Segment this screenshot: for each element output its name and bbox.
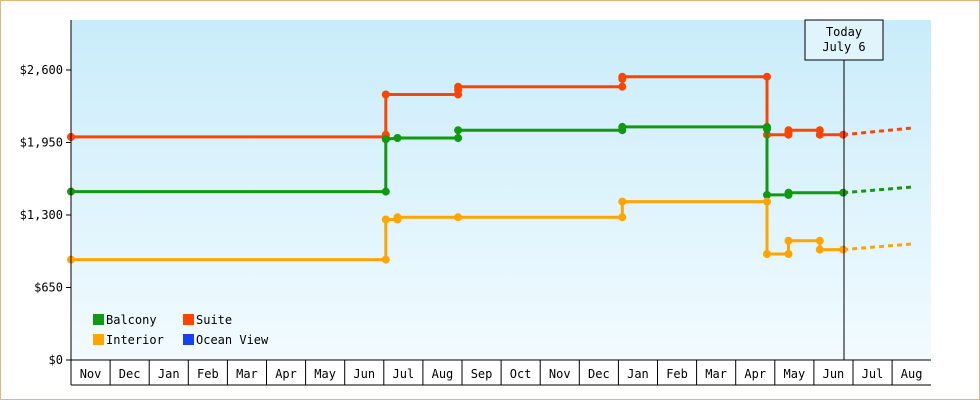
today-label: July 6 bbox=[822, 40, 865, 54]
x-tick-label: Oct bbox=[510, 367, 532, 381]
y-tick-label: $1,300 bbox=[20, 208, 63, 222]
x-tick-label: May bbox=[314, 367, 336, 381]
y-tick-label: $650 bbox=[34, 281, 63, 295]
x-tick-label: Feb bbox=[666, 367, 688, 381]
x-tick-label: Sep bbox=[471, 367, 493, 381]
data-point-suite bbox=[454, 82, 463, 91]
legend-label-balcony: Balcony bbox=[106, 313, 157, 327]
x-tick-label: May bbox=[784, 367, 806, 381]
today-box bbox=[804, 19, 884, 61]
data-point-interior bbox=[784, 236, 793, 245]
legend-label-interior: Interior bbox=[106, 333, 164, 347]
data-point-balcony bbox=[393, 134, 402, 142]
data-point-balcony bbox=[454, 134, 463, 142]
forecast-line-balcony bbox=[843, 185, 912, 195]
data-point-interior bbox=[815, 236, 824, 245]
data-point-interior bbox=[381, 255, 390, 264]
legend-swatch-interior bbox=[93, 334, 104, 345]
x-tick-label: Jan bbox=[627, 367, 649, 381]
today-label: Today bbox=[826, 25, 862, 39]
data-point-interior bbox=[618, 197, 627, 206]
plot-area bbox=[71, 20, 931, 360]
x-tick-label: Dec bbox=[588, 367, 610, 381]
x-tick-label: Dec bbox=[119, 367, 141, 381]
legend-swatch-suite bbox=[183, 314, 194, 325]
legend-swatch-balcony bbox=[93, 314, 104, 325]
data-point-balcony bbox=[784, 188, 793, 197]
legend-swatch-ocean-view bbox=[183, 334, 194, 345]
data-point-interior bbox=[784, 250, 793, 258]
data-point-interior bbox=[393, 213, 402, 222]
x-tick-label: Jun bbox=[823, 367, 845, 381]
x-tick-label: Mar bbox=[236, 367, 258, 381]
y-tick-label: $0 bbox=[49, 353, 63, 367]
data-point-balcony bbox=[839, 188, 848, 197]
x-tick-label: Mar bbox=[705, 367, 727, 381]
data-point-interior bbox=[618, 213, 627, 222]
x-tick-label: Feb bbox=[197, 367, 219, 381]
data-point-suite bbox=[381, 90, 390, 99]
data-point-interior bbox=[763, 197, 771, 206]
x-tick-label: Jun bbox=[353, 367, 375, 381]
data-point-suite bbox=[784, 126, 793, 135]
data-point-interior bbox=[763, 250, 771, 258]
x-tick-label: Nov bbox=[549, 367, 571, 381]
x-tick-label: Apr bbox=[744, 367, 766, 381]
data-point-suite bbox=[618, 82, 627, 91]
x-tick-label: Jan bbox=[158, 367, 180, 381]
legend-label-ocean-view: Ocean View bbox=[196, 333, 269, 347]
x-tick-label: Aug bbox=[901, 367, 923, 381]
x-tick-label: Jul bbox=[862, 367, 884, 381]
data-point-balcony bbox=[763, 190, 771, 199]
data-point-interior bbox=[454, 213, 463, 222]
data-point-balcony bbox=[454, 126, 463, 135]
x-tick-label: Aug bbox=[432, 367, 454, 381]
data-point-balcony bbox=[381, 135, 390, 144]
data-point-interior bbox=[839, 245, 848, 254]
data-point-interior bbox=[815, 245, 824, 254]
x-tick-label: Jul bbox=[393, 367, 415, 381]
legend-label-suite: Suite bbox=[196, 313, 232, 327]
data-point-balcony bbox=[763, 125, 771, 134]
y-tick-label: $1,950 bbox=[20, 136, 63, 150]
data-point-balcony bbox=[618, 122, 627, 131]
y-tick-label: $2,600 bbox=[20, 63, 63, 77]
data-point-suite bbox=[618, 72, 627, 81]
data-point-suite bbox=[839, 130, 848, 139]
data-point-interior bbox=[381, 215, 390, 224]
x-tick-label: Apr bbox=[275, 367, 297, 381]
forecast-line-suite bbox=[843, 126, 912, 137]
data-point-suite bbox=[815, 130, 824, 139]
x-tick-label: Nov bbox=[80, 367, 102, 381]
data-point-balcony bbox=[381, 187, 390, 196]
forecast-line-interior bbox=[843, 242, 912, 252]
data-point-suite bbox=[763, 72, 771, 81]
